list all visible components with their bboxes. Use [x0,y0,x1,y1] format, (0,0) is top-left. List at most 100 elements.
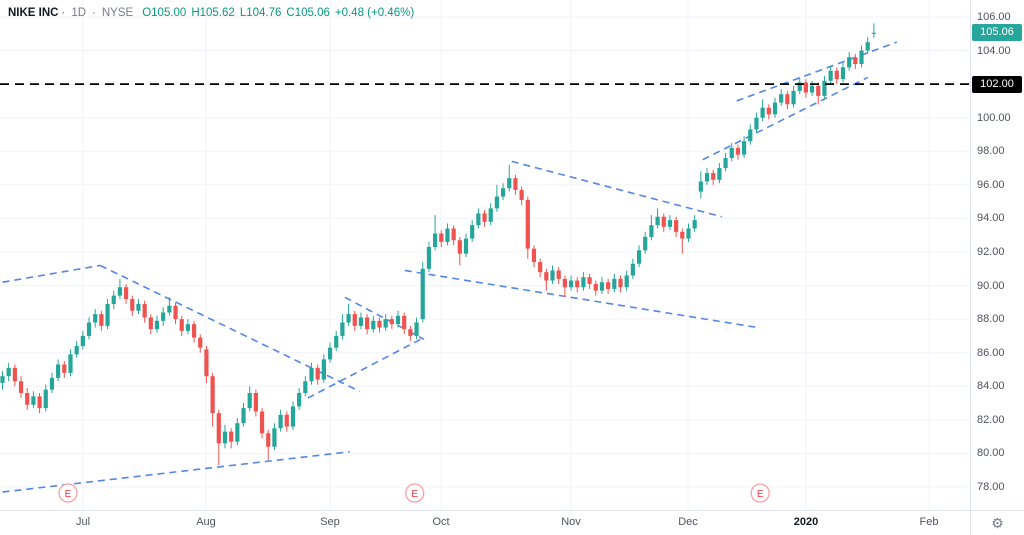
legend-separator: · [92,7,96,19]
legend-separator: · [61,7,66,19]
candle-body [161,312,166,321]
candle-body [686,228,691,239]
candle-body [661,216,666,227]
candles [0,23,876,466]
candle-body [340,322,345,336]
candle-body [229,431,234,442]
trendline[interactable] [702,76,869,161]
candle-body [568,280,574,288]
candle-body [389,319,394,325]
candle-body [408,329,413,336]
gear-icon[interactable]: ⚙ [991,515,1004,531]
candle-body [124,287,129,299]
symbol-legend[interactable]: NIKE INC · 1D · NYSE O105.00 H105.62 L104.76 C10… [8,7,419,19]
candle-body [173,305,178,320]
candle-body [198,337,203,348]
candle-body [241,408,246,424]
price-tick: 86.00 [977,346,1005,359]
candle-body [828,70,833,81]
candle-body [494,196,499,209]
candle-body [395,315,401,325]
symbol-name[interactable]: NIKE INC [8,7,59,19]
trendline[interactable] [2,450,350,493]
candle-body [99,314,104,326]
trendline[interactable] [99,264,361,393]
price-tick: 100.00 [977,111,1011,124]
candle-body [791,90,796,105]
candle-body [80,335,85,346]
interval-label[interactable]: 1D [71,7,87,19]
ohlc-low: L104.76 [239,7,282,19]
earnings-marker[interactable]: E [405,483,425,503]
candle-body [624,275,629,288]
candle-body [358,317,364,326]
alert-price-badge: 102.00 [972,75,1022,93]
candle-body [593,283,598,291]
candle-body [519,189,524,200]
candle-body [606,282,611,289]
candle-body [290,406,296,427]
trendline[interactable] [511,160,723,218]
candle-body [538,262,543,273]
current-price-badge: 105.06 [972,24,1022,42]
ohlc-readout: O105.00 H105.62 L104.76 C105.06 +0.48 (+0.46… [142,7,419,19]
candle-body [93,314,98,323]
candle-body [834,70,839,80]
price-tick: 78.00 [977,481,1005,493]
price-tick: 92.00 [977,246,1005,258]
candle-body [154,320,160,330]
candle-body [698,181,703,192]
candle-body [49,377,55,390]
candle-body [482,213,487,222]
candle-body [735,147,741,155]
candle-body [636,250,642,264]
candle-body [167,305,172,313]
price-axis[interactable]: 105.06 102.00 106.00104.00102.00100.0098… [970,0,1024,510]
candle-body [476,213,481,226]
candle-body [327,347,333,360]
candle-body [618,278,623,288]
candle-body [309,367,314,382]
candle-body [6,367,11,377]
earnings-marker[interactable]: E [750,483,770,503]
time-axis[interactable]: Jul Aug Sep Oct Nov Dec 2020 Feb [0,510,970,535]
candle-body [451,228,456,241]
candle-body [216,413,221,444]
trendline[interactable] [2,264,101,284]
candle-body [68,354,73,373]
candle-body [729,147,734,158]
candle-body [278,414,283,429]
candle-body [105,304,110,326]
candle-body [0,376,5,383]
candle-body [185,324,190,331]
exchange-label: NYSE [101,7,134,19]
candle-body [321,359,326,380]
candle-body [723,158,728,169]
price-tick: 84.00 [977,380,1005,393]
candle-body [766,107,771,115]
candle-body [31,396,36,405]
candle-body [272,428,277,447]
ohlc-open: O105.00 [142,7,187,19]
ohlc-close: C105.06 [286,7,330,19]
candle-body [148,317,153,330]
time-tick: Aug [196,516,216,528]
candle-body [303,381,308,393]
earnings-marker[interactable]: E [58,483,78,503]
candle-body [630,263,635,276]
trendline[interactable] [736,41,898,102]
candle-body [247,393,252,409]
price-tick: 96.00 [977,178,1005,191]
candle-body [463,238,469,254]
candle-body [426,246,432,269]
candle-body [136,304,141,311]
candle-body [191,324,197,338]
candle-body [142,304,147,318]
trendline[interactable] [307,336,425,399]
candle-body [74,346,79,355]
time-tick: Oct [432,516,450,528]
candle-body [513,178,518,190]
candle-body [62,364,67,373]
candle-body [748,129,753,142]
